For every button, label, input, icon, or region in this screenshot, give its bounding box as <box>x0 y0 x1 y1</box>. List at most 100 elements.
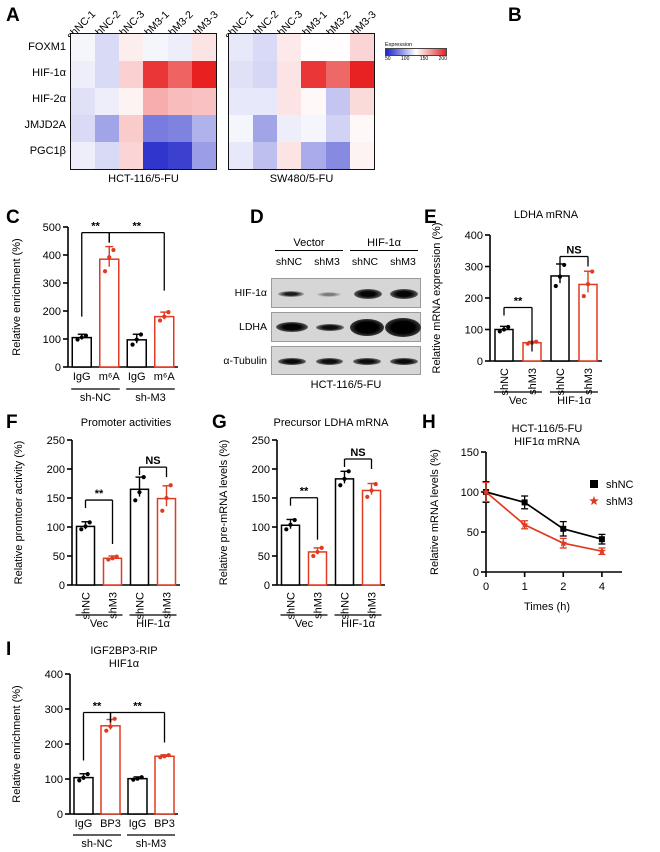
data-point <box>75 337 80 342</box>
chart-title-line1: IGF2BP3-RIP <box>90 645 157 657</box>
heatmap-cell <box>349 88 374 115</box>
heatmap-left-caption: HCT-116/5-FU <box>108 173 179 185</box>
heatmap-cell <box>119 115 144 142</box>
y-tick-label: 150 <box>47 493 65 505</box>
y-tick-label: 100 <box>47 522 65 534</box>
heatmap-cell <box>95 115 120 142</box>
data-point <box>534 339 539 344</box>
paneld-row-label-tubulin: α-Tubulin <box>223 355 267 367</box>
data-point <box>501 327 507 332</box>
band <box>390 358 418 365</box>
heatmap-cell <box>191 142 216 169</box>
y-tick-label: 100 <box>461 487 479 499</box>
paneld-lane-3: shM3 <box>390 256 416 268</box>
data-point <box>157 318 163 323</box>
heatmap-cell <box>95 61 120 88</box>
paneld-lane-1: shM3 <box>314 256 340 268</box>
y-tick-label: 250 <box>252 435 270 447</box>
y-tick-label: 100 <box>45 774 63 786</box>
y-tick-label: 500 <box>43 222 61 234</box>
data-point <box>108 724 113 729</box>
significance-label: ** <box>91 221 100 233</box>
x-tick-label: shM3 <box>313 592 325 619</box>
band <box>350 319 384 336</box>
bar <box>280 524 301 586</box>
data-point <box>288 522 293 527</box>
y-tick-label: 100 <box>465 325 483 337</box>
data-point <box>137 490 142 495</box>
data-point <box>497 329 502 334</box>
heatmap-cell <box>95 88 120 115</box>
x-tick-label: BP3 <box>154 818 175 830</box>
heatmap-cell <box>253 142 278 169</box>
x-tick-label: shNC <box>499 368 511 396</box>
heatmap-cell <box>349 115 374 142</box>
heatmap-cell <box>277 88 302 115</box>
data-point <box>342 476 347 481</box>
heatmap-cell <box>119 88 144 115</box>
data-point <box>338 483 343 488</box>
significance-label: ** <box>514 296 523 308</box>
group-label: sh-M3 <box>136 838 167 850</box>
data-point <box>597 547 606 555</box>
paneld-row-label-hif1a: HIF-1α <box>234 287 267 299</box>
heatmap-cell <box>349 142 374 169</box>
group-label: sh-M3 <box>135 392 166 404</box>
data-point <box>106 557 111 562</box>
x-tick-label: m⁶A <box>99 371 121 383</box>
data-point <box>135 776 140 781</box>
data-point <box>162 754 167 759</box>
data-point <box>284 527 289 532</box>
data-point <box>83 524 88 529</box>
bar <box>73 776 94 815</box>
band <box>278 291 304 297</box>
y-tick-label: 400 <box>43 250 61 262</box>
data-point <box>87 520 92 525</box>
heatmap-cell <box>143 88 168 115</box>
panel-i-chart: 0 100 200 300 400 IgG BP3 IgG BP3 ** ** sh-NC sh-M3 R… <box>11 645 178 850</box>
x-tick-label: m⁶A <box>154 371 176 383</box>
panel-b-label: B <box>508 5 522 26</box>
bar <box>361 489 382 586</box>
heatmap-cell <box>277 115 302 142</box>
data-point <box>525 341 530 346</box>
y-tick-label: 400 <box>45 669 63 681</box>
heatmap-right: SW480/5-FU <box>228 33 375 185</box>
panel-f-label: F <box>6 412 18 433</box>
heatmap-row-labels: FOXM1 HIF-1α HIF-2α JMJD2A PGC1β <box>0 34 66 164</box>
group-label: Vec <box>90 618 109 630</box>
heatmap-cell <box>277 142 302 169</box>
significance-label: ** <box>300 486 309 498</box>
panel-c-label: C <box>6 207 20 228</box>
significance-label: ** <box>133 701 142 713</box>
band <box>316 358 343 365</box>
panel-e-label: E <box>424 207 437 228</box>
heatmap-cell <box>119 61 144 88</box>
x-axis-label: Times (h) <box>524 601 570 613</box>
heatmap-cell <box>277 61 302 88</box>
heatmap-cell <box>253 34 278 61</box>
y-tick-label: 0 <box>477 356 483 368</box>
data-point <box>506 324 511 330</box>
x-tick-label: shM3 <box>367 592 379 619</box>
significance-label: ** <box>132 221 141 233</box>
data-point <box>590 269 595 274</box>
x-tick-label: IgG <box>129 818 147 830</box>
chart-title-line2: HIF1α <box>109 658 140 670</box>
data-point <box>114 554 119 559</box>
y-tick-label: 300 <box>45 704 63 716</box>
chart-title: Promoter activities <box>81 417 172 429</box>
heatmap-cell <box>191 88 216 115</box>
y-tick-label: 200 <box>47 464 65 476</box>
data-point <box>130 342 135 347</box>
bar <box>102 557 123 586</box>
heatmap-cell <box>143 34 168 61</box>
significance-label: ** <box>93 701 102 713</box>
data-point <box>110 556 115 561</box>
y-tick-label: 100 <box>43 334 61 346</box>
band <box>390 289 418 299</box>
x-tick-label: shM3 <box>527 368 539 395</box>
y-tick-label: 150 <box>461 447 479 459</box>
chart-title-line2: HIF1α mRNA <box>514 436 580 448</box>
